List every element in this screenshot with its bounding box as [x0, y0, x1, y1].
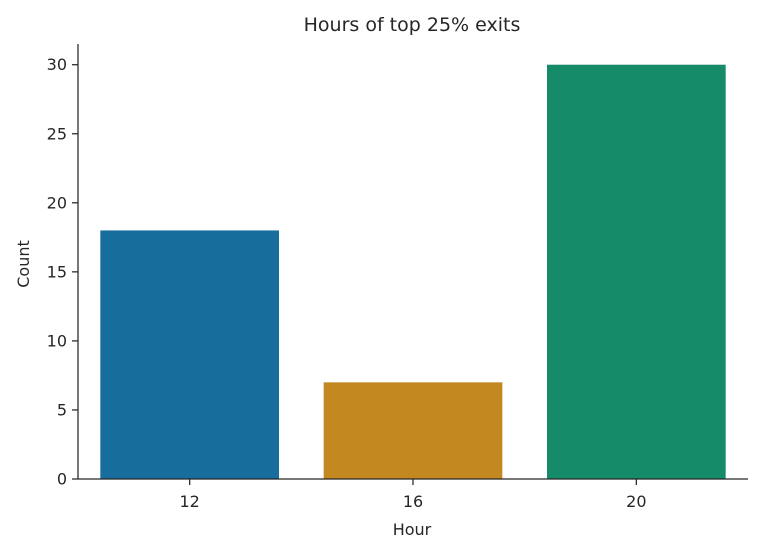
y-tick-label: 0: [57, 470, 67, 489]
bars-group: [100, 64, 726, 480]
y-tick-label: 20: [47, 193, 67, 212]
bar-20: [547, 64, 726, 480]
bar-16: [323, 382, 503, 479]
x-tick-label: 16: [403, 492, 423, 511]
x-tick-label: 20: [626, 492, 646, 511]
y-axis-label: Count: [14, 240, 33, 288]
y-axis: 0 5 10 15 20 25 30: [47, 44, 79, 489]
x-axis: 12 16 20: [78, 478, 748, 511]
y-tick-label: 30: [47, 55, 67, 74]
bar-12: [100, 230, 279, 479]
y-tick-label: 10: [47, 331, 67, 350]
x-axis-label: Hour: [393, 520, 432, 539]
y-tick-label: 25: [47, 124, 67, 143]
chart-title: Hours of top 25% exits: [304, 14, 521, 36]
x-tick-label: 12: [179, 492, 199, 511]
y-tick-label: 15: [47, 262, 67, 281]
y-tick-label: 5: [57, 400, 67, 419]
